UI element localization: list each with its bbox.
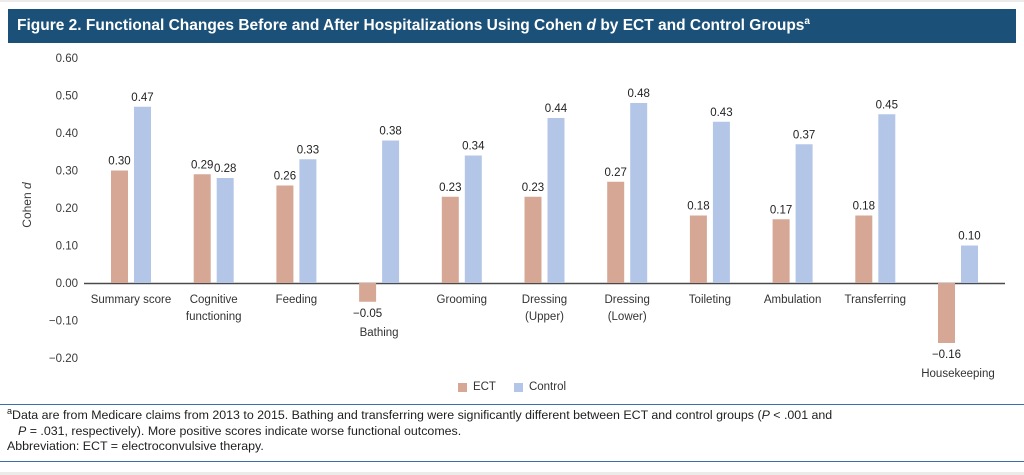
bar-ect-grooming — [441, 196, 459, 283]
y-tick-label: 0.50 — [56, 91, 78, 103]
value-label-ect-transferring: 0.18 — [853, 201, 875, 213]
bar-control-toileting — [712, 121, 730, 283]
category-label-transferring: Transferring — [845, 294, 907, 306]
value-label-ect-bathing: −0.05 — [353, 308, 382, 320]
top-crop-edge — [0, 0, 1024, 2]
bar-ect-housekeeping — [938, 283, 955, 343]
bar-control-transferring — [878, 114, 896, 283]
footnote-line-1: aData are from Medicare claims from 2013… — [7, 405, 1018, 424]
value-label-control-dressing-lower-: 0.48 — [628, 88, 650, 100]
legend-label-ect: ECT — [472, 381, 496, 393]
footnote-line-2: P = .031, respectively). More positive s… — [7, 424, 1018, 440]
bar-ect-summary-score — [111, 170, 128, 283]
y-tick-label: 0.10 — [56, 241, 78, 253]
bar-chart: 0.60 0.50 0.40 0.30 0.20 0.10 0.00 −0.10 −0.20 Co… — [20, 53, 1005, 380]
footnote-separator-line — [0, 404, 1024, 405]
footnote-text-3: = .031, respectively). More positive sco… — [26, 423, 462, 438]
category-label-feeding: Feeding — [276, 294, 318, 306]
value-label-ect-cognitive-functioning: 0.29 — [191, 159, 213, 171]
ect-swatch-icon — [457, 382, 467, 392]
figure-title-suffix: by ECT and Control Groups — [596, 17, 805, 34]
value-label-ect-dressing-upper-: 0.23 — [522, 182, 544, 194]
category-label-dressing-upper-: (Upper) — [525, 311, 564, 323]
category-label-bathing: Bathing — [360, 327, 399, 339]
y-tick-label: 0.30 — [56, 166, 78, 178]
footnote-superscript: a — [7, 405, 13, 416]
value-label-control-transferring: 0.45 — [876, 99, 898, 111]
footnote-abbreviation: Abbreviation: ECT = electroconvulsive th… — [7, 439, 264, 453]
figure-title-prefix: Figure 2. Functional Changes Before and … — [17, 17, 587, 34]
bar-ect-cognitive-functioning — [193, 174, 211, 283]
bar-control-cognitive-functioning — [216, 178, 234, 283]
value-label-control-ambulation: 0.37 — [793, 129, 815, 141]
y-tick-label: 0.40 — [56, 128, 78, 140]
y-tick-label: 0.60 — [56, 53, 78, 65]
value-label-control-bathing: 0.38 — [379, 126, 401, 138]
value-label-ect-ambulation: 0.17 — [770, 204, 792, 216]
bar-control-housekeeping — [961, 245, 978, 283]
y-tick-label: 0.20 — [56, 203, 78, 215]
category-label-summary-score: Summary score — [91, 294, 172, 306]
y-tick-label: −0.10 — [49, 316, 78, 328]
bar-control-dressing-lower- — [630, 103, 648, 283]
bottom-crop-edge — [0, 472, 1024, 475]
bar-ect-dressing-upper- — [524, 196, 542, 283]
value-label-ect-housekeeping: −0.16 — [932, 349, 961, 361]
category-label-grooming: Grooming — [437, 294, 488, 306]
legend-item-ect: ECT — [457, 381, 496, 393]
category-label-toileting: Toileting — [689, 294, 731, 306]
value-label-control-summary-score: 0.47 — [131, 92, 153, 104]
bar-ect-feeding — [276, 185, 294, 283]
bar-ect-ambulation — [772, 219, 790, 283]
category-label-dressing-lower-: (Lower) — [608, 311, 647, 323]
value-label-control-grooming: 0.34 — [462, 141, 485, 153]
chart-legend: ECT Control — [0, 381, 1024, 393]
control-swatch-icon — [513, 382, 523, 392]
y-tick-label: −0.20 — [49, 353, 78, 365]
value-label-ect-dressing-lower-: 0.27 — [605, 167, 627, 179]
bar-ect-transferring — [855, 215, 873, 283]
value-label-ect-feeding: 0.26 — [274, 171, 296, 183]
legend-label-control: Control — [528, 381, 567, 393]
figure-title-italic-d: d — [586, 17, 597, 34]
y-axis-title: Cohen d — [20, 182, 34, 228]
category-label-ambulation: Ambulation — [764, 294, 822, 306]
value-label-control-dressing-upper-: 0.44 — [545, 103, 568, 115]
bar-ect-dressing-lower- — [607, 181, 625, 283]
bottom-border-line — [0, 461, 1024, 462]
y-tick-label: 0.00 — [56, 278, 78, 290]
figure-title-bar: Figure 2. Functional Changes Before and … — [8, 9, 1016, 43]
category-label-cognitive-functioning: Cognitive — [190, 294, 238, 306]
bar-control-bathing — [382, 140, 400, 283]
bar-ect-bathing — [359, 283, 377, 302]
value-label-ect-summary-score: 0.30 — [108, 156, 130, 168]
figure-title-superscript: a — [804, 15, 810, 27]
bar-control-summary-score — [134, 106, 151, 283]
value-label-control-housekeeping: 0.10 — [958, 231, 980, 243]
category-label-cognitive-functioning: functioning — [186, 311, 242, 323]
category-label-dressing-lower-: Dressing — [605, 294, 650, 306]
value-label-ect-toileting: 0.18 — [687, 201, 709, 213]
bar-control-dressing-upper- — [547, 118, 565, 283]
bar-control-grooming — [464, 155, 482, 283]
footnote-text-2: < .001 and — [769, 408, 833, 422]
value-label-control-toileting: 0.43 — [710, 107, 732, 119]
category-label-housekeeping: Housekeeping — [921, 368, 995, 380]
value-label-ect-grooming: 0.23 — [439, 182, 461, 194]
value-label-control-feeding: 0.33 — [297, 144, 319, 156]
category-label-dressing-upper-: Dressing — [522, 294, 567, 306]
bar-ect-toileting — [689, 215, 707, 283]
footnote-text-1: Data are from Medicare claims from 2013 … — [12, 408, 762, 422]
value-label-control-cognitive-functioning: 0.28 — [214, 163, 236, 175]
footnote-p-italic-2: P — [18, 423, 27, 438]
footnote-p-italic-1: P — [761, 408, 770, 422]
bar-control-feeding — [299, 159, 317, 283]
footnote: aData are from Medicare claims from 2013… — [7, 405, 1018, 455]
bar-control-ambulation — [795, 144, 813, 283]
legend-item-control: Control — [513, 381, 567, 393]
